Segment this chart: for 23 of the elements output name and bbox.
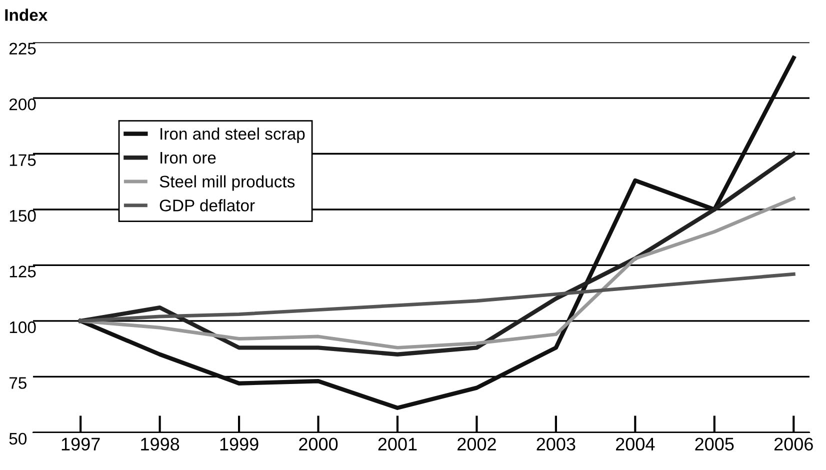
x-tick-label: 2005 [695,438,734,451]
x-tick-label: 2001 [378,438,417,451]
x-tick-label: 2000 [299,438,338,451]
x-tick-label: 1999 [220,438,258,451]
x-tick-label: 1997 [62,438,100,451]
y-tick-label: 75 [9,377,26,389]
y-tick-label: 175 [10,154,36,166]
legend-label: Steel mill products [160,175,295,191]
y-axis-title: Index [5,8,48,21]
legend-label: Iron and steel scrap [160,128,305,144]
y-tick-label: 125 [10,266,36,278]
x-tick-label: 2003 [536,438,576,451]
legend-label: GDP deflator [160,199,255,212]
x-tick-label: 1998 [141,438,180,451]
y-tick-label: 200 [9,98,36,110]
y-tick-label: 100 [10,321,36,334]
y-tick-label: 150 [10,210,36,222]
y-tick-label: 50 [9,432,27,445]
x-tick-label: 2002 [458,438,496,451]
y-tick-label: 225 [9,42,36,55]
x-tick-label: 2004 [616,438,655,451]
x-tick-label: 2006 [774,438,813,451]
legend-label: Iron ore [160,152,216,164]
